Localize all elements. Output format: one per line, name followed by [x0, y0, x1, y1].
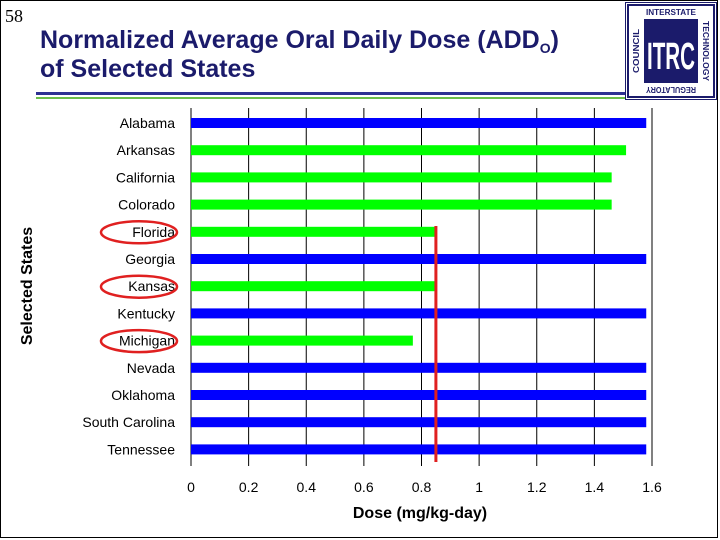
category-label: Oklahoma [111, 387, 175, 403]
bar [191, 145, 626, 155]
category-label: Alabama [120, 115, 175, 131]
bar [191, 417, 646, 427]
bar-chart: AlabamaArkansasCaliforniaColoradoFlorida… [0, 0, 720, 540]
bar [191, 444, 646, 454]
bar [191, 336, 413, 346]
bar [191, 172, 612, 182]
category-label: Georgia [125, 251, 175, 267]
category-label: Colorado [118, 197, 175, 213]
x-axis-title: Dose (mg/kg-day) [353, 505, 487, 523]
x-tick-label: 0.4 [297, 479, 317, 495]
category-label: Arkansas [117, 142, 175, 158]
category-label: Kentucky [117, 305, 175, 321]
x-tick-label: 1.6 [642, 479, 662, 495]
bar [191, 227, 436, 237]
y-axis-title: Selected States [19, 227, 37, 345]
bar [191, 118, 646, 128]
bar [191, 363, 646, 373]
category-label: Nevada [127, 360, 175, 376]
bar [191, 308, 646, 318]
bar [191, 254, 646, 264]
x-tick-label: 0.6 [354, 479, 374, 495]
category-label: South Carolina [82, 414, 175, 430]
bar [191, 390, 646, 400]
x-tick-label: 1.2 [527, 479, 547, 495]
x-tick-label: 0 [187, 479, 195, 495]
x-tick-label: 1.4 [585, 479, 605, 495]
bar [191, 281, 436, 291]
x-tick-label: 0.8 [412, 479, 432, 495]
category-label: Tennessee [107, 441, 175, 457]
category-label: California [116, 169, 175, 185]
x-tick-label: 0.2 [239, 479, 259, 495]
bar [191, 200, 612, 210]
x-tick-label: 1 [475, 479, 483, 495]
category-label: Michigan [119, 333, 175, 349]
